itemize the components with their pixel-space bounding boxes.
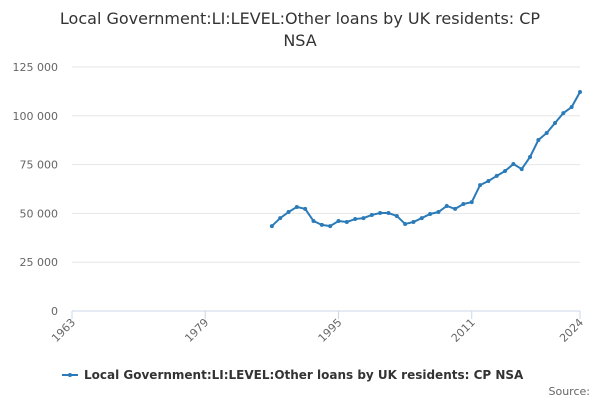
data-point (319, 222, 324, 227)
data-point (511, 162, 516, 167)
data-point (578, 89, 582, 94)
data-point (394, 213, 399, 218)
data-point (303, 206, 308, 211)
data-point (561, 111, 566, 116)
chart-title: NSA (283, 31, 316, 50)
data-point (569, 105, 574, 110)
data-point (444, 203, 449, 208)
data-point (486, 178, 491, 183)
data-point (528, 154, 533, 159)
data-point (278, 216, 283, 221)
x-tick-label: 1979 (182, 316, 211, 345)
y-tick-label: 25 000 (20, 256, 59, 269)
data-point (336, 219, 341, 224)
data-point (328, 224, 333, 229)
source: Source: (549, 385, 591, 398)
data-point (553, 121, 558, 126)
data-point (294, 204, 299, 209)
data-point (428, 211, 433, 216)
data-point (386, 211, 391, 216)
data-point (478, 183, 483, 188)
y-tick-label: 0 (51, 305, 58, 318)
x-tick-label: 2024 (557, 316, 586, 345)
data-point (461, 202, 466, 207)
data-point (419, 216, 424, 221)
data-point (311, 219, 316, 224)
y-tick-label: 50 000 (20, 207, 59, 220)
legend-marker (68, 373, 72, 377)
x-tick-label: 1963 (49, 316, 78, 345)
data-point (403, 221, 408, 226)
y-tick-label: 125 000 (13, 61, 59, 74)
data-point (544, 130, 549, 135)
data-point (344, 219, 349, 224)
y-tick-label: 100 000 (13, 110, 59, 123)
data-point (369, 212, 374, 217)
data-point (353, 217, 358, 222)
data-point (469, 200, 474, 205)
data-point (436, 210, 441, 215)
data-point (503, 169, 508, 174)
data-point (361, 216, 366, 221)
x-tick-label: 2011 (449, 316, 478, 345)
y-tick-label: 75 000 (20, 159, 59, 172)
legend-label: Local Government:LI:LEVEL:Other loans by… (84, 368, 524, 382)
data-point (494, 173, 499, 178)
data-line (271, 91, 581, 228)
data-point (286, 210, 291, 215)
x-tick-label: 1995 (316, 316, 345, 345)
chart-title: Local Government:LI:LEVEL:Other loans by… (60, 9, 541, 28)
data-point (536, 138, 541, 143)
data-point (378, 211, 383, 216)
data-point (453, 206, 458, 211)
data-point (269, 224, 274, 229)
data-point (519, 167, 524, 172)
data-point (411, 219, 416, 224)
